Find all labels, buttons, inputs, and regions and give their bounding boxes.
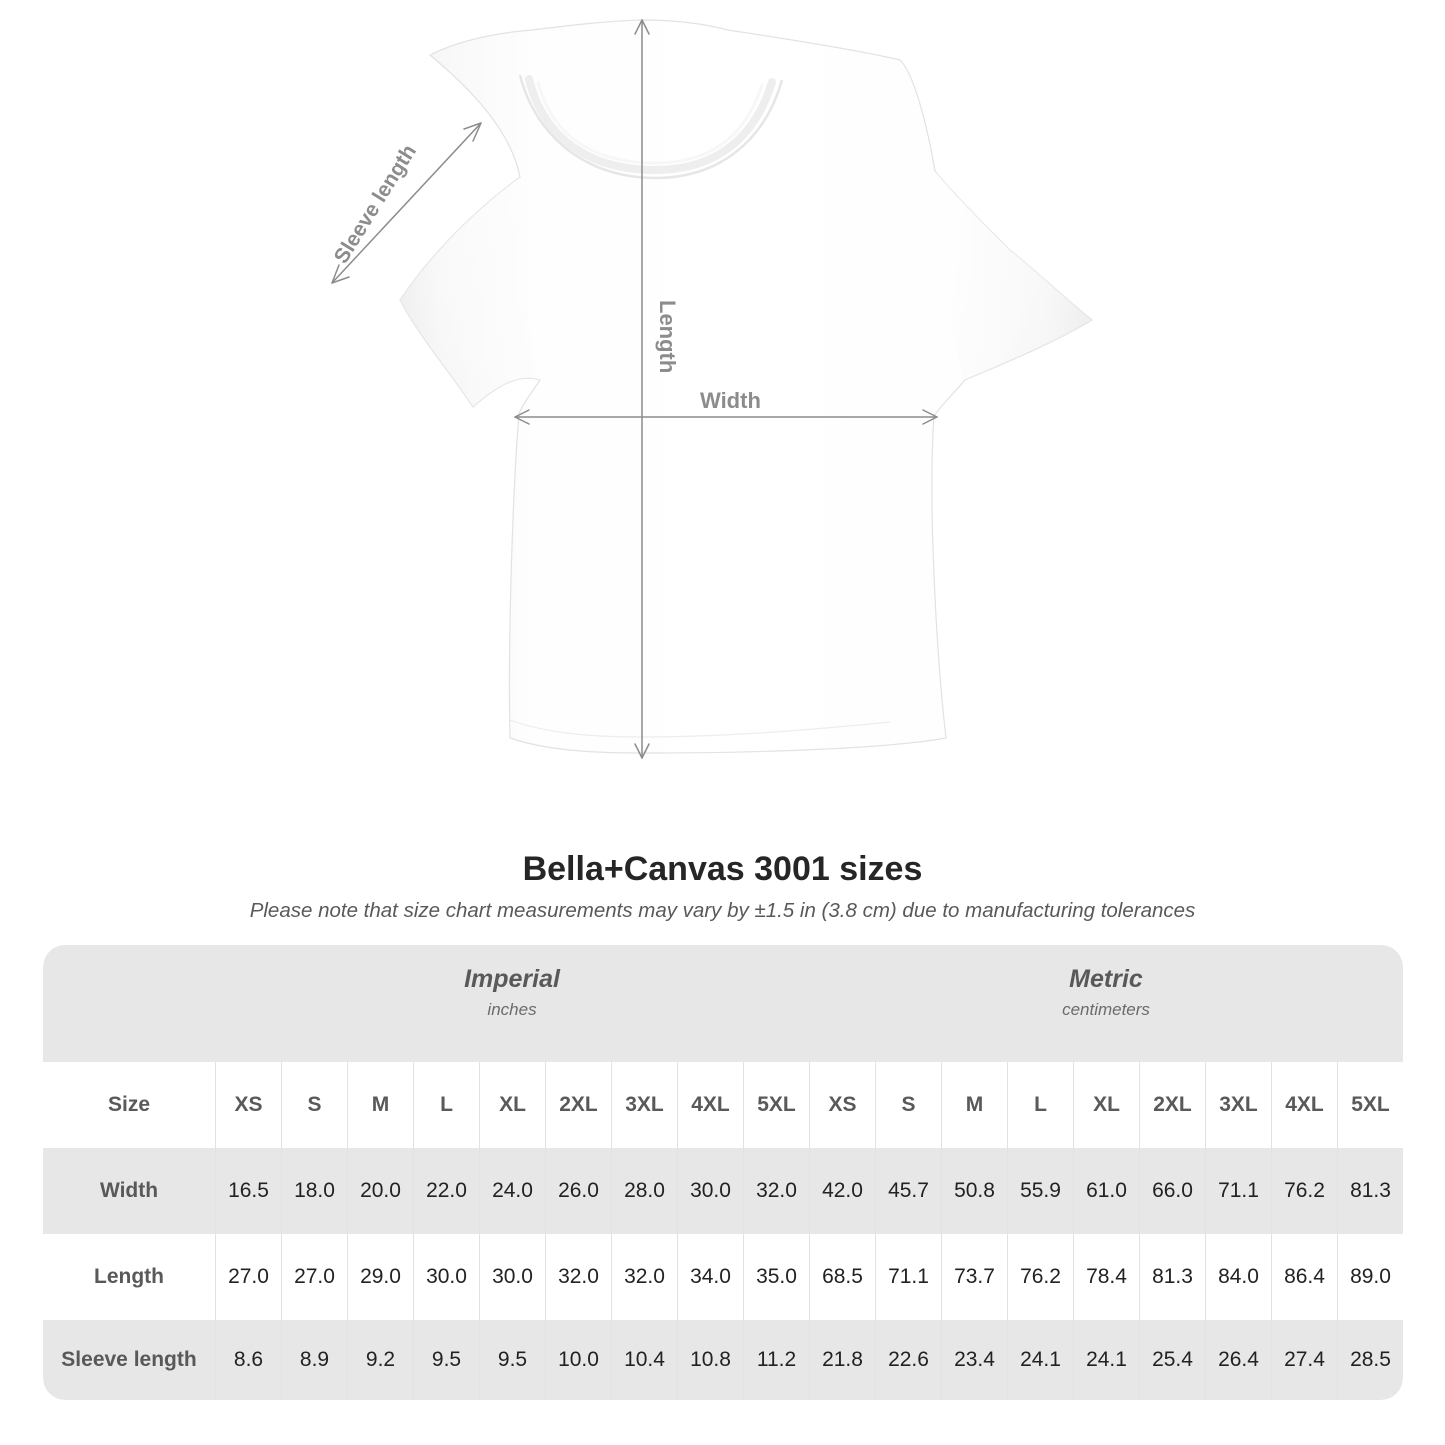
svg-text:Sleeve length: Sleeve length [330, 141, 421, 268]
svg-text:Width: Width [700, 388, 761, 413]
svg-text:Length: Length [655, 300, 680, 373]
